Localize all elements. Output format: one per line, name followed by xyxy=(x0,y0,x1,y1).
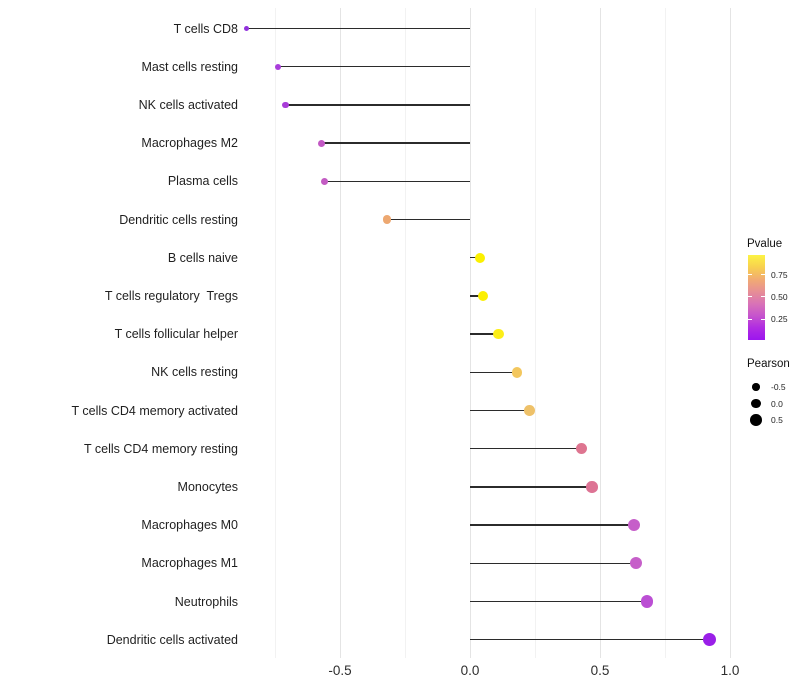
category-label: Macrophages M1 xyxy=(141,556,238,571)
lollipop-dot xyxy=(586,481,598,493)
colorbar-tick xyxy=(748,274,752,276)
lollipop-dot xyxy=(282,101,289,109)
lollipop-segment xyxy=(470,371,517,374)
lollipop-dot xyxy=(702,633,716,647)
category-label: Plasma cells xyxy=(167,174,238,189)
lollipop-segment xyxy=(470,256,481,259)
x-tick-label: 1.0 xyxy=(720,663,740,678)
gridline-minor xyxy=(534,8,536,658)
category-label: B cells naive xyxy=(167,250,238,265)
size-legend-dot xyxy=(752,383,760,391)
size-legend-label: -0.5 xyxy=(771,382,786,392)
pvalue-colorbar xyxy=(748,255,765,340)
lollipop-segment xyxy=(324,180,470,183)
colorbar-tick xyxy=(761,318,765,320)
lollipop-dot xyxy=(511,367,523,378)
colorbar-tick xyxy=(748,318,752,320)
lollipop-segment xyxy=(470,600,647,603)
gridline-major xyxy=(599,8,601,658)
lollipop-segment xyxy=(470,333,499,335)
category-label: Macrophages M2 xyxy=(141,136,238,151)
lollipop-segment xyxy=(386,218,470,221)
lollipop-dot xyxy=(320,177,328,185)
gridline-major xyxy=(469,8,471,658)
category-label: Monocytes xyxy=(177,479,238,494)
category-label: T cells CD4 memory resting xyxy=(84,441,238,456)
category-label: T cells CD4 memory activated xyxy=(71,403,239,418)
gridline-minor xyxy=(404,8,406,658)
size-legend-dot xyxy=(750,414,762,427)
lollipop-dot xyxy=(478,290,488,301)
x-tick-label: -0.5 xyxy=(328,663,352,678)
gridline-minor xyxy=(664,8,666,658)
lollipop-dot xyxy=(382,215,391,224)
lollipop-dot xyxy=(274,63,281,70)
gridline-major xyxy=(729,8,731,658)
lollipop-segment xyxy=(470,638,710,641)
colorbar-tick-label: 0.75 xyxy=(771,269,788,280)
lollipop-segment xyxy=(285,104,470,106)
lollipop-dot xyxy=(318,139,326,147)
lollipop-segment xyxy=(321,142,470,144)
colorbar-tick xyxy=(761,296,765,298)
lollipop-segment xyxy=(246,27,470,30)
category-label: Macrophages M0 xyxy=(141,518,238,533)
colorbar-tick-label: 0.25 xyxy=(771,314,788,325)
lollipop-dot xyxy=(243,25,249,32)
lollipop-segment xyxy=(470,524,634,526)
category-label: T cells follicular helper xyxy=(114,327,238,342)
pvalue-legend-title: Pvalue xyxy=(747,238,783,250)
lollipop-segment xyxy=(470,562,637,565)
lollipop-segment xyxy=(470,295,483,297)
category-label: Neutrophils xyxy=(174,594,238,609)
size-legend-dot xyxy=(751,398,761,409)
lollipop-dot xyxy=(627,519,640,532)
lollipop-segment xyxy=(470,409,530,412)
category-label: T cells CD8 xyxy=(173,21,238,36)
category-label: Mast cells resting xyxy=(141,59,238,74)
lollipop-dot xyxy=(475,252,486,263)
x-tick-label: 0.0 xyxy=(460,663,480,678)
category-label: Dendritic cells activated xyxy=(106,632,238,647)
category-label: NK cells activated xyxy=(138,97,238,112)
x-tick-label: 0.5 xyxy=(590,663,610,678)
colorbar-tick-label: 0.50 xyxy=(771,291,788,302)
category-label: T cells regulatory Tregs xyxy=(104,288,238,303)
lollipop-dot xyxy=(524,405,536,416)
gridline-minor xyxy=(274,8,276,658)
gridline-major xyxy=(339,8,341,658)
size-legend-label: 0.5 xyxy=(771,415,783,426)
lollipop-segment xyxy=(470,447,582,450)
lollipop-dot xyxy=(640,595,653,608)
colorbar-tick xyxy=(748,296,752,298)
lollipop-segment xyxy=(277,65,470,68)
lollipop-dot xyxy=(630,557,643,570)
size-legend-label: 0.0 xyxy=(771,398,783,409)
lollipop-dot xyxy=(493,328,504,340)
colorbar-tick xyxy=(761,274,765,276)
pearson-legend-title: Pearson xyxy=(747,358,790,370)
category-label: NK cells resting xyxy=(151,365,238,380)
category-label: Dendritic cells resting xyxy=(119,212,238,227)
lollipop-dot xyxy=(576,442,588,455)
lollipop-segment xyxy=(470,486,593,488)
